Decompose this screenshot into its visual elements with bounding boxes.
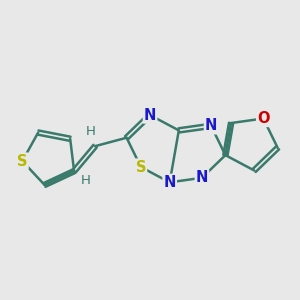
Text: H: H <box>86 125 96 138</box>
Text: O: O <box>257 111 270 126</box>
Text: N: N <box>164 175 176 190</box>
Text: N: N <box>205 118 217 133</box>
Text: N: N <box>144 108 156 123</box>
Text: N: N <box>196 170 208 185</box>
Text: S: S <box>17 154 28 169</box>
Text: H: H <box>81 174 91 188</box>
Text: S: S <box>136 160 146 175</box>
